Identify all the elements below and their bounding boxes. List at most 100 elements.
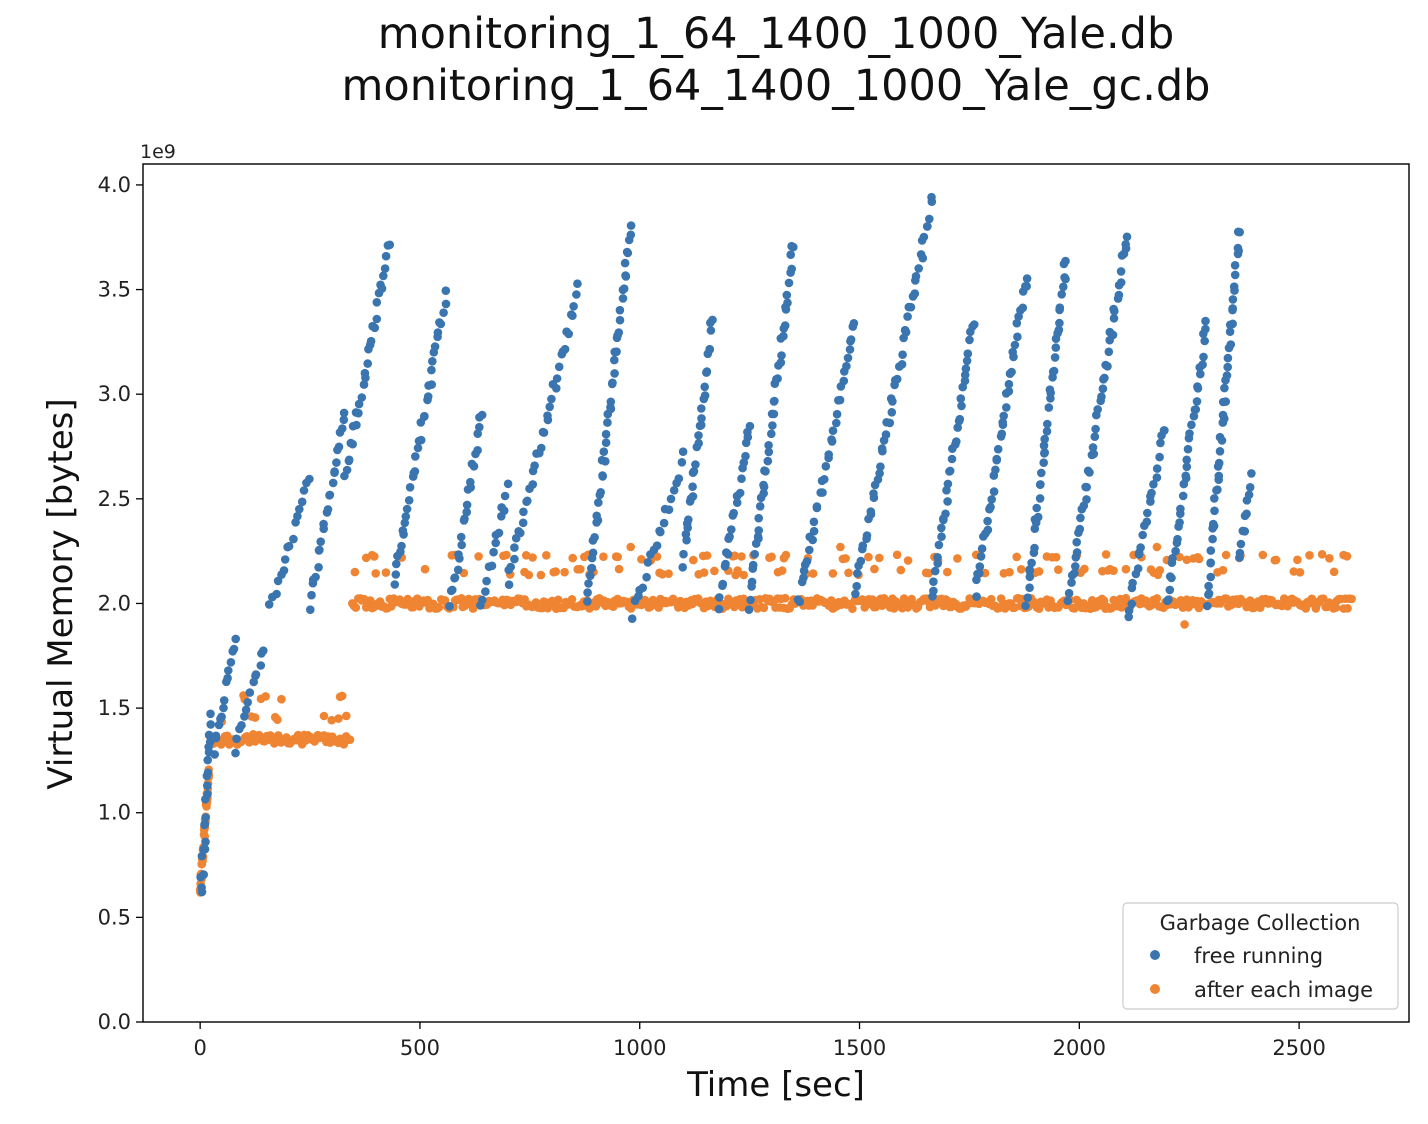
point-free-running — [748, 560, 758, 570]
point-free-running — [997, 429, 1007, 439]
point-free-running — [953, 423, 962, 432]
point-free-running — [1228, 304, 1237, 313]
point-free-running — [1010, 340, 1020, 350]
point-free-running — [987, 495, 996, 504]
point-after-each-image — [327, 715, 337, 725]
point-free-running — [1051, 343, 1061, 352]
y-offset-label: 1e9 — [140, 141, 176, 163]
point-free-running — [615, 305, 625, 315]
point-after-each-image — [1222, 594, 1231, 603]
point-free-running — [232, 734, 241, 744]
point-free-running — [612, 347, 621, 357]
point-free-running — [918, 253, 928, 263]
point-free-running — [678, 447, 688, 457]
point-free-running — [430, 342, 440, 351]
point-free-running — [929, 586, 938, 596]
point-free-running — [805, 545, 814, 555]
point-free-running — [237, 721, 246, 730]
point-free-running — [245, 688, 255, 697]
point-free-running — [761, 467, 770, 476]
point-free-running — [366, 336, 376, 346]
y-tick-label: 2.0 — [98, 591, 131, 615]
point-free-running — [812, 502, 822, 511]
point-after-each-image — [730, 551, 740, 560]
point-free-running — [773, 374, 782, 383]
point-free-running — [754, 534, 763, 543]
point-free-running — [547, 394, 556, 404]
point-free-running — [381, 251, 391, 261]
point-free-running — [1206, 572, 1215, 582]
point-free-running — [664, 505, 674, 514]
point-after-each-image — [1305, 551, 1314, 560]
point-free-running — [694, 439, 703, 448]
point-free-running — [767, 429, 776, 439]
point-free-running — [370, 323, 380, 333]
point-free-running — [989, 487, 999, 496]
point-free-running — [755, 502, 765, 511]
point-after-each-image — [1012, 552, 1021, 562]
point-free-running — [339, 415, 349, 425]
point-free-running — [1018, 303, 1028, 313]
point-free-running — [392, 559, 401, 569]
point-after-each-image — [1331, 603, 1341, 612]
point-free-running — [919, 232, 929, 242]
point-after-each-image — [1152, 542, 1162, 552]
point-free-running — [983, 516, 992, 526]
point-free-running — [697, 414, 706, 423]
point-free-running — [1071, 562, 1080, 571]
point-after-each-image — [868, 595, 877, 604]
point-free-running — [877, 444, 887, 453]
point-free-running — [677, 458, 687, 467]
point-free-running — [441, 286, 451, 296]
point-free-running — [615, 315, 625, 325]
point-free-running — [1229, 282, 1239, 292]
point-free-running — [1104, 347, 1114, 357]
point-free-running — [411, 452, 420, 461]
y-tick-label: 3.5 — [98, 278, 131, 302]
point-free-running — [1054, 325, 1064, 335]
point-free-running — [500, 491, 510, 501]
point-free-running — [385, 240, 395, 250]
point-after-each-image — [626, 542, 635, 552]
point-free-running — [342, 465, 352, 475]
point-free-running — [678, 563, 687, 572]
point-free-running — [210, 750, 219, 759]
point-free-running — [201, 837, 210, 847]
point-free-running — [789, 242, 798, 252]
point-free-running — [776, 358, 786, 367]
point-free-running — [606, 404, 616, 414]
point-free-running — [1182, 462, 1192, 472]
legend-marker-free-running — [1150, 950, 1160, 960]
point-free-running — [466, 477, 475, 487]
point-after-each-image — [759, 603, 769, 613]
point-after-each-image — [551, 567, 560, 576]
point-after-each-image — [699, 568, 709, 577]
point-free-running — [1215, 447, 1225, 456]
point-free-running — [519, 507, 528, 517]
point-after-each-image — [1325, 554, 1334, 563]
point-free-running — [892, 374, 902, 384]
point-free-running — [943, 497, 952, 506]
point-free-running — [853, 569, 862, 578]
point-free-running — [888, 397, 897, 406]
point-after-each-image — [1054, 565, 1063, 574]
point-free-running — [284, 541, 294, 551]
point-free-running — [226, 658, 236, 667]
point-free-running — [779, 331, 788, 341]
point-after-each-image — [524, 570, 534, 580]
point-free-running — [941, 509, 950, 519]
point-free-running — [903, 312, 912, 321]
point-free-running — [372, 298, 382, 307]
point-free-running — [1221, 397, 1230, 406]
point-free-running — [1218, 410, 1228, 420]
x-tick-label: 1000 — [613, 1036, 666, 1060]
point-free-running — [721, 559, 730, 569]
point-free-running — [763, 456, 773, 466]
point-after-each-image — [261, 692, 270, 701]
legend-title: Garbage Collection — [1160, 911, 1361, 935]
point-free-running — [983, 525, 993, 535]
point-free-running — [809, 526, 819, 536]
point-after-each-image — [892, 550, 902, 560]
point-after-each-image — [870, 564, 879, 574]
